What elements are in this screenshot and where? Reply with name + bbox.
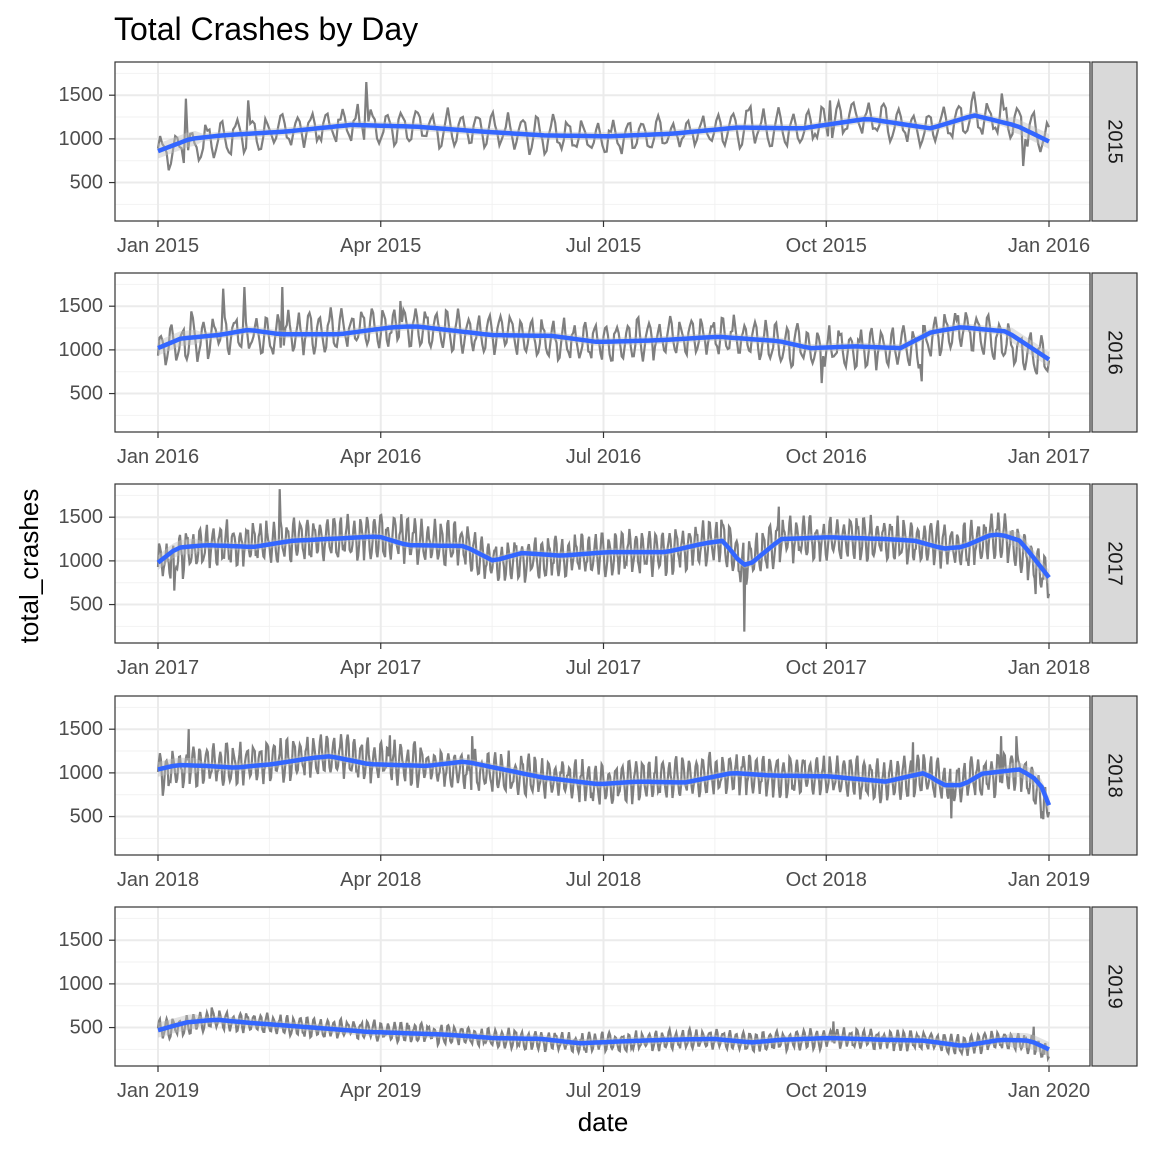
- y-tick-label: 1000: [59, 550, 104, 572]
- y-tick-label: 1000: [59, 128, 104, 150]
- x-tick-label: Jan 2016: [117, 446, 199, 468]
- x-tick-label: Jan 2020: [1008, 1080, 1090, 1102]
- chart-title: Total Crashes by Day: [114, 11, 418, 47]
- y-axis-title: total_crashes: [14, 489, 44, 644]
- y-tick-label: 500: [70, 806, 103, 828]
- y-tick-label: 1500: [59, 718, 104, 740]
- x-tick-label: Jan 2018: [1008, 657, 1090, 679]
- smooth-trend-line: [157, 1017, 1050, 1052]
- smooth-trend-line: [157, 754, 1052, 807]
- facet-2019: 2019 500 1000 1500 Jan 2019 Apr 2019 Jul 2019 O…: [59, 906, 1138, 1102]
- facet-2017: 2017 500 1000 1500 Jan 2017 Apr 2017 Jul 2017 O…: [59, 483, 1138, 679]
- facet-2015: 2015 500 1000 1500 Jan 2015 Apr 2015 Jul 2015 O…: [59, 61, 1138, 257]
- facet-strip-label: 2019: [1104, 964, 1126, 1009]
- x-tick-label: Jul 2016: [566, 446, 642, 468]
- y-tick-label: 1500: [59, 506, 104, 528]
- y-tick-label: 1500: [59, 84, 104, 106]
- y-tick-label: 1000: [59, 973, 104, 995]
- facet-strip-label: 2016: [1104, 330, 1126, 375]
- smooth-confidence-band: [158, 322, 1049, 367]
- facet-strip: [1091, 61, 1138, 222]
- panel-border: [114, 906, 1091, 1067]
- x-tick-label: Apr 2019: [340, 1080, 421, 1102]
- x-tick-label: Jan 2015: [117, 235, 199, 257]
- facet-strip-label: 2017: [1104, 541, 1126, 586]
- x-tick-label: Apr 2016: [340, 446, 421, 468]
- facet-strip: [1091, 483, 1138, 644]
- smooth-trend-line: [156, 532, 1051, 579]
- x-tick-label: Jul 2018: [566, 869, 642, 891]
- y-tick-label: 1000: [59, 339, 104, 361]
- facet-panels: 2015 500 1000 1500 Jan 2015 Apr 2015 Jul 2015 O…: [59, 61, 1138, 1102]
- raw-series-line: [156, 729, 1051, 820]
- facet-strip: [1091, 906, 1138, 1067]
- x-tick-label: Jan 2016: [1008, 235, 1090, 257]
- facet-2016: 2016 500 1000 1500 Jan 2016 Apr 2016 Jul 2016 O…: [59, 272, 1138, 468]
- y-tick-label: 500: [70, 383, 103, 405]
- x-tick-label: Jan 2017: [1008, 446, 1090, 468]
- y-tick-label: 1500: [59, 295, 104, 317]
- y-tick-label: 1000: [59, 762, 104, 784]
- raw-series-line: [156, 82, 1050, 171]
- x-tick-label: Oct 2017: [786, 657, 867, 679]
- x-tick-label: Jan 2017: [117, 657, 199, 679]
- panel-border: [114, 272, 1091, 433]
- x-tick-label: Jul 2015: [566, 235, 642, 257]
- panel-border: [114, 483, 1091, 644]
- x-axis-title: date: [578, 1107, 629, 1137]
- x-tick-label: Oct 2016: [786, 446, 867, 468]
- facet-strip-label: 2018: [1104, 753, 1126, 798]
- y-tick-label: 500: [70, 172, 103, 194]
- facet-strip-label: 2015: [1104, 119, 1126, 164]
- raw-series-line: [156, 489, 1051, 632]
- x-tick-label: Jul 2019: [566, 1080, 642, 1102]
- smooth-confidence-band: [158, 1014, 1049, 1057]
- y-tick-label: 1500: [59, 929, 104, 951]
- panel-border: [114, 695, 1091, 856]
- smooth-trend-line: [157, 113, 1050, 154]
- panel-border: [114, 61, 1091, 222]
- facet-2018: 2018 500 1000 1500 Jan 2018 Apr 2018 Jul 2018 O…: [59, 695, 1138, 891]
- x-tick-label: Oct 2015: [786, 235, 867, 257]
- x-tick-label: Jan 2019: [1008, 869, 1090, 891]
- y-tick-label: 500: [70, 594, 103, 616]
- facet-strip: [1091, 272, 1138, 433]
- smooth-trend-line: [157, 324, 1051, 362]
- x-tick-label: Apr 2018: [340, 869, 421, 891]
- facet-strip: [1091, 695, 1138, 856]
- x-tick-label: Apr 2015: [340, 235, 421, 257]
- x-tick-label: Jul 2017: [566, 657, 642, 679]
- y-tick-label: 500: [70, 1017, 103, 1039]
- x-tick-label: Oct 2019: [786, 1080, 867, 1102]
- x-tick-label: Jan 2019: [117, 1080, 199, 1102]
- x-tick-label: Oct 2018: [786, 869, 867, 891]
- x-tick-label: Apr 2017: [340, 657, 421, 679]
- x-tick-label: Jan 2018: [117, 869, 199, 891]
